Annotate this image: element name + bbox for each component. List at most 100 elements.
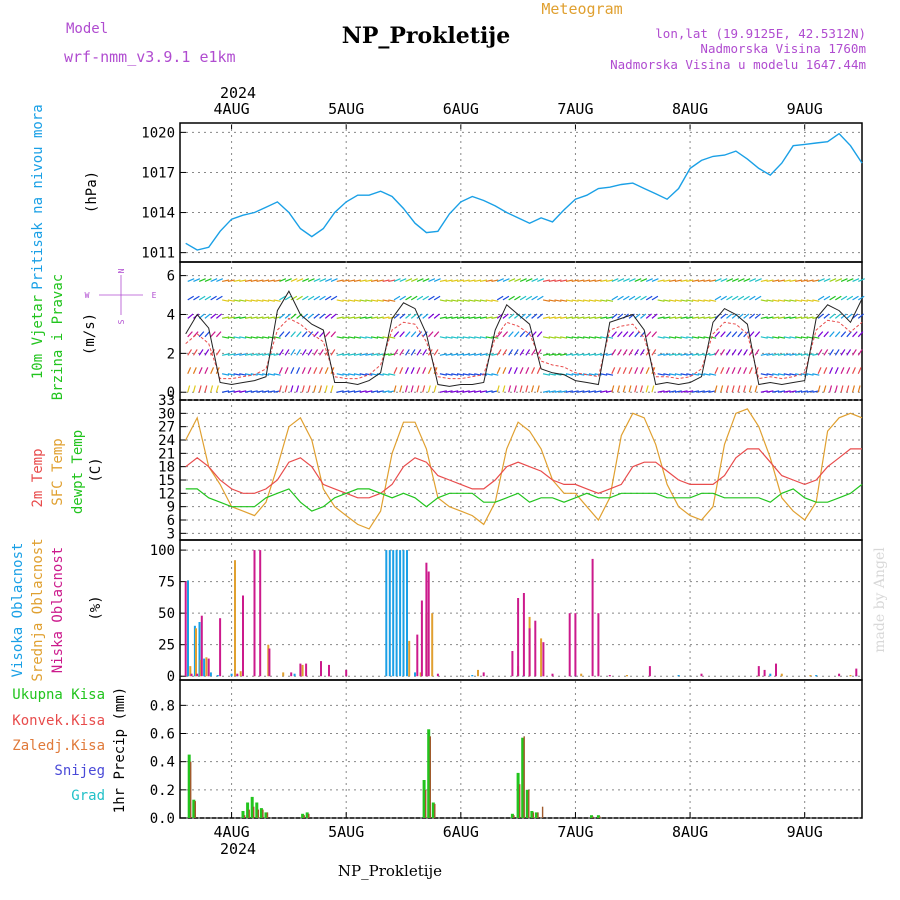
precip-legend-item: Ukupna Kisa	[12, 687, 105, 703]
wind-barb	[371, 390, 379, 393]
low-cloud-bar	[200, 615, 203, 677]
wind-barb	[485, 279, 493, 283]
wind-barb	[491, 299, 499, 302]
wind-barb	[204, 367, 209, 375]
wind-barb	[451, 390, 459, 393]
wind-barb	[502, 349, 508, 356]
wind-barb	[307, 349, 313, 356]
low-cloud-bar	[517, 598, 520, 677]
wind-barb	[749, 295, 756, 301]
precip-conv-bar	[253, 806, 255, 818]
wind-barb	[307, 295, 315, 301]
wind-barb	[198, 278, 206, 282]
wind-barb	[256, 299, 264, 302]
wind-barb	[433, 349, 439, 356]
wind-barb	[451, 353, 459, 356]
low-cloud-bar	[219, 618, 222, 677]
wind-barb	[227, 336, 235, 339]
wind-barb	[743, 313, 750, 319]
wind-barb	[748, 367, 753, 375]
precipitation-ytick-label: 0.0	[150, 811, 175, 827]
wind-barb	[462, 390, 470, 393]
wind-barb	[192, 385, 196, 393]
wind-barb	[536, 313, 544, 319]
wind-barb	[565, 299, 573, 302]
wind-barb	[760, 299, 768, 302]
wind-barb	[325, 278, 332, 282]
wind-barb	[766, 336, 774, 339]
wind-barb	[812, 316, 820, 319]
wind-barb	[187, 349, 193, 356]
wind-barb	[852, 349, 857, 356]
wind-barb	[221, 279, 230, 283]
wind-barb	[233, 299, 241, 302]
wind-barb	[319, 295, 326, 301]
wind-barb	[445, 279, 453, 283]
wind-barb	[393, 278, 401, 282]
wind-barb	[691, 353, 700, 356]
pressure-ytick-label: 1020	[141, 125, 175, 141]
wind-barb	[846, 385, 850, 393]
wind-gust-line	[185, 317, 863, 380]
wind-barb	[542, 279, 551, 283]
wind-barb	[439, 373, 447, 376]
high-cloud-bar	[471, 675, 474, 677]
wind-barb	[210, 278, 218, 282]
wind-barb	[743, 367, 748, 375]
precip-legend-item: Grad	[71, 788, 105, 804]
wind-barb	[359, 299, 367, 302]
top-day-label: 9AUG	[787, 100, 823, 118]
wind-barb	[663, 316, 671, 319]
wind-barb	[250, 316, 258, 319]
wind-barb	[371, 353, 379, 356]
wind-barb	[284, 367, 289, 375]
wind-barb	[823, 278, 831, 282]
wind-barb	[365, 390, 373, 393]
wind-barb	[262, 316, 270, 319]
wind-barb	[301, 367, 306, 375]
wind-barb	[817, 295, 825, 301]
wind-barb	[307, 367, 312, 375]
wind-barb	[852, 278, 860, 282]
high-cloud-bar	[187, 580, 189, 677]
wind-barb	[525, 295, 533, 301]
wind-barb	[766, 353, 774, 356]
wind-barb	[628, 278, 636, 282]
wind-barb	[594, 390, 602, 393]
wind-barb	[365, 336, 373, 339]
wind-barb	[336, 299, 344, 302]
wind-barb	[743, 331, 749, 338]
precip-total-bar	[192, 799, 196, 818]
pressure-ytick-label: 1011	[141, 246, 175, 262]
wind-barb	[725, 349, 731, 356]
wind-barb	[651, 367, 656, 375]
wind-barb	[405, 349, 410, 356]
wind-barb	[857, 349, 863, 356]
wind-barb	[279, 278, 287, 282]
precip-legend-item: Zaledj.Kisa	[12, 738, 105, 754]
wind-barb	[227, 353, 235, 356]
wind-barb	[777, 390, 786, 393]
precip-legend: Ukupna Kisa Konvek.Kisa Zaledj.Kisa Snijeg G…	[12, 687, 105, 804]
high-cloud-bar	[293, 673, 296, 677]
precip-conv-bar	[243, 815, 246, 818]
temperature-ytick-label: 30	[158, 406, 175, 422]
wind-barb	[359, 390, 367, 393]
wind-barb	[748, 313, 756, 319]
wind-barb	[371, 336, 379, 339]
wind-barb	[216, 313, 223, 319]
wind-barb	[634, 278, 642, 282]
wind-barb	[600, 336, 608, 339]
wind-barb	[600, 299, 608, 302]
wind-barb	[302, 278, 310, 282]
precip-total-bar	[431, 802, 435, 818]
wind-barb	[525, 331, 531, 338]
wind-barb	[313, 367, 318, 375]
wind-barb	[514, 295, 521, 301]
wind-barb	[318, 385, 322, 393]
wind-barb	[783, 336, 791, 339]
wind-barb	[760, 373, 768, 376]
wind-barb	[571, 279, 579, 283]
wind-barb	[422, 295, 430, 301]
wind-barb	[416, 295, 424, 301]
